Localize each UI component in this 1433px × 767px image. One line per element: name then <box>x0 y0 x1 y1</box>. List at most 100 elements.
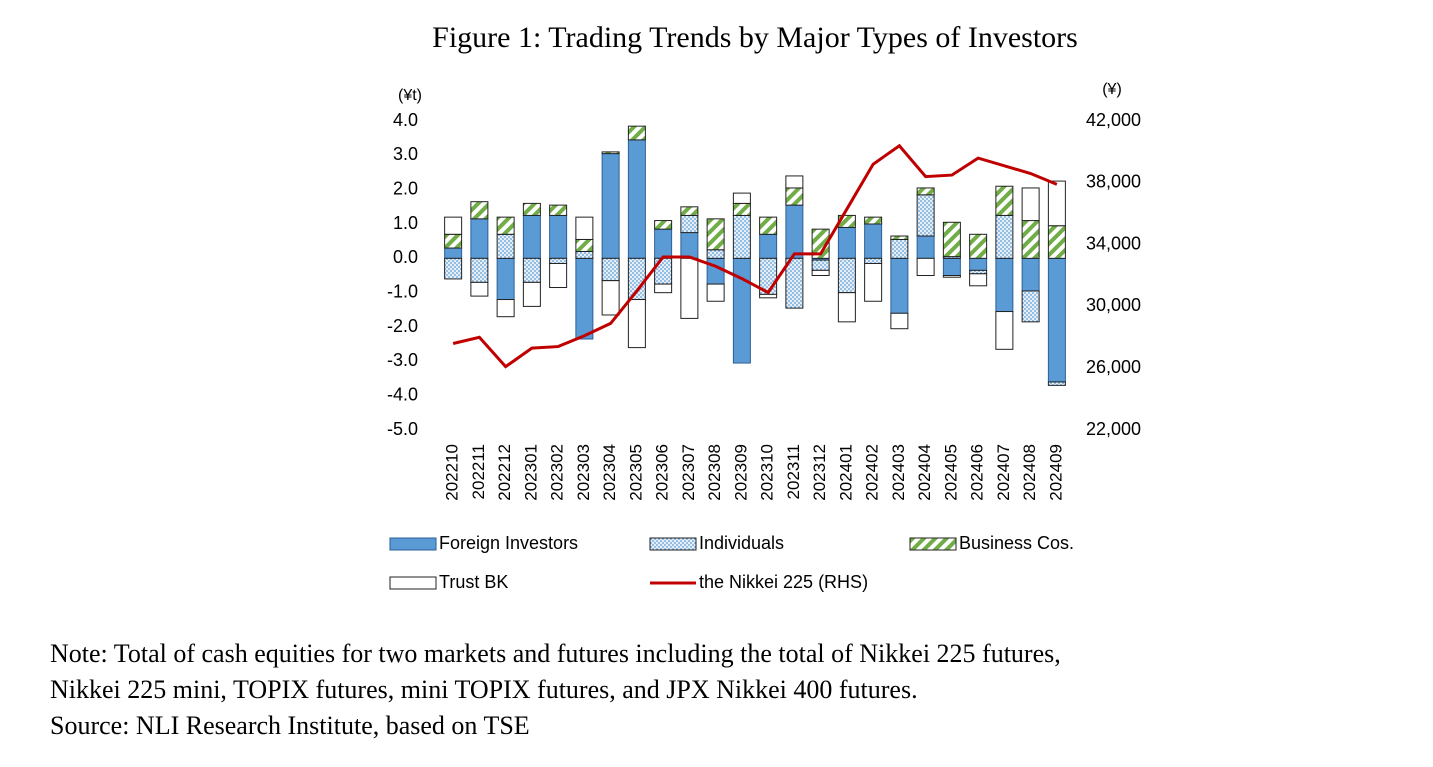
bar <box>549 257 568 264</box>
x-tick-label: 202402 <box>863 444 882 501</box>
bar <box>1021 220 1040 259</box>
bar <box>969 273 988 287</box>
legend-swatch <box>649 537 697 551</box>
bar <box>601 151 620 155</box>
bar <box>785 187 804 206</box>
x-tick-label: 202407 <box>994 444 1013 501</box>
bar <box>627 257 646 301</box>
y-tick-label: 3.0 <box>393 144 418 164</box>
legend-label: Trust BK <box>439 572 508 592</box>
bar <box>654 228 673 259</box>
x-tick-label: 202409 <box>1046 444 1065 501</box>
y2-tick-label: 38,000 <box>1086 172 1141 192</box>
x-tick-label: 202310 <box>758 444 777 501</box>
y2-tick-label: 42,000 <box>1086 110 1141 130</box>
bar <box>890 257 909 314</box>
bar <box>706 257 725 285</box>
y-tick-label: -5.0 <box>387 419 418 439</box>
bar <box>496 257 515 301</box>
bar <box>706 249 725 259</box>
bar <box>811 269 830 277</box>
bar <box>601 153 620 259</box>
bar <box>654 220 673 230</box>
bar <box>995 185 1014 216</box>
bar <box>732 192 751 204</box>
bar <box>732 214 751 259</box>
x-tick-label: 202301 <box>521 444 540 501</box>
bar <box>837 226 856 259</box>
x-tick-label: 202311 <box>784 444 803 499</box>
x-tick-label: 202406 <box>968 444 987 501</box>
x-tick-label: 202403 <box>889 444 908 501</box>
bar <box>1047 257 1066 383</box>
bar <box>496 216 515 235</box>
bar <box>995 257 1014 313</box>
note: Note: Total of cash equities for two mar… <box>50 639 1061 668</box>
x-tick-label: 202312 <box>810 444 829 501</box>
y-tick-label: -2.0 <box>387 316 418 336</box>
bar <box>575 250 594 259</box>
x-tick-label: 202401 <box>836 444 855 501</box>
bar <box>680 214 699 234</box>
bar <box>680 257 699 319</box>
bar <box>969 269 988 275</box>
bar <box>837 292 856 323</box>
bar <box>496 299 515 318</box>
bar <box>1021 290 1040 323</box>
bar <box>680 206 699 216</box>
bar <box>864 223 883 259</box>
x-tick-label: 202309 <box>731 444 750 501</box>
x-tick-label: 202306 <box>653 444 672 501</box>
bar <box>444 257 463 280</box>
line <box>452 143 1058 369</box>
bar <box>601 280 620 316</box>
x-tick-label: 202404 <box>915 444 934 501</box>
y2-tick-label: 30,000 <box>1086 295 1141 315</box>
y2-axis-label: (¥) <box>1102 81 1122 98</box>
bar <box>969 257 988 271</box>
source: Source: NLI Research Institute, based on… <box>50 711 530 740</box>
legend-label: Business Cos. <box>959 533 1074 553</box>
bar <box>1047 381 1066 386</box>
bar <box>732 202 751 216</box>
bar <box>1047 225 1066 259</box>
bar <box>627 139 646 259</box>
bar <box>916 257 935 277</box>
bar <box>627 125 646 141</box>
bar <box>444 233 463 249</box>
bar <box>837 257 856 294</box>
bar <box>470 201 489 220</box>
x-tick-label: 202302 <box>548 444 567 501</box>
y2-tick-label: 26,000 <box>1086 357 1141 377</box>
x-tick-label: 202408 <box>1020 444 1039 501</box>
bar <box>522 281 541 307</box>
y-tick-label: 1.0 <box>393 213 418 233</box>
x-tick-label: 202210 <box>443 444 462 501</box>
bar <box>916 235 935 259</box>
bar <box>549 262 568 289</box>
legend-swatch <box>389 537 437 551</box>
bar <box>864 257 883 264</box>
bar <box>864 262 883 302</box>
bar <box>444 216 463 235</box>
bar <box>549 214 568 259</box>
y-tick-label: -4.0 <box>387 384 418 404</box>
bar <box>496 233 515 259</box>
bar <box>916 194 935 237</box>
x-tick-label: 202305 <box>626 444 645 501</box>
bar <box>470 281 489 297</box>
legend-label: the Nikkei 225 (RHS) <box>699 572 868 592</box>
bar <box>785 257 804 309</box>
bar <box>759 216 778 235</box>
bar <box>575 257 594 340</box>
bar <box>1047 180 1066 227</box>
y-tick-label: -3.0 <box>387 350 418 370</box>
bar <box>522 214 541 259</box>
bar <box>732 257 751 364</box>
bar <box>942 221 961 258</box>
bar <box>549 204 568 216</box>
x-tick-label: 202307 <box>679 444 698 501</box>
chart-title: Figure 1: Trading Trends by Major Types … <box>432 21 1078 54</box>
bar <box>470 257 489 283</box>
